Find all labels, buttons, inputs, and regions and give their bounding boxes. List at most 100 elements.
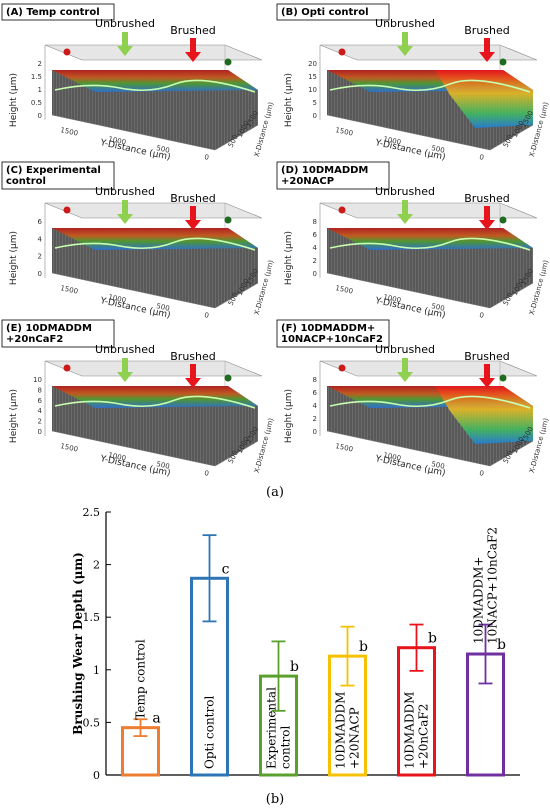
surface-top-plane	[319, 202, 538, 219]
brushed-arrow-icon	[479, 364, 495, 388]
significance-label: b	[428, 631, 437, 647]
z-tick-label: 6	[38, 397, 43, 405]
y-tick-label: 1	[93, 664, 100, 677]
box-edge	[51, 430, 216, 467]
panel-label: 10NACP+10nCaF2	[281, 334, 383, 345]
box-edge	[326, 272, 491, 309]
significance-label: b	[290, 659, 299, 675]
x-tick-label: 1000	[108, 135, 127, 147]
box-edge	[489, 282, 534, 309]
x-tick-label: 0	[479, 469, 485, 478]
brushed-arrow-icon	[479, 206, 495, 230]
brushed-label: Brushed	[170, 24, 216, 37]
brushed-label: Brushed	[464, 192, 510, 205]
z-tick-label: 0	[313, 270, 317, 278]
z-tick-label: 4	[313, 402, 318, 410]
z-axis-label: Height (μm)	[9, 389, 19, 443]
panel-label: (E) 10DMADDM	[6, 323, 92, 334]
surface-top-plane	[44, 360, 263, 377]
y-tick-label: 1.5	[83, 611, 101, 624]
x-axis-label: Y-Distance (μm)	[98, 454, 171, 479]
z-tick-label: 4	[313, 244, 318, 252]
category-label: Experimental	[265, 687, 279, 769]
category-label: control	[279, 726, 293, 769]
x-tick-label: 1500	[60, 284, 79, 296]
unbrushed-arrow-icon	[397, 32, 413, 56]
z-tick-label: 2	[38, 60, 42, 68]
brushed-region	[435, 386, 533, 444]
corner-marker-green	[499, 216, 507, 224]
x-tick-label: 500	[156, 302, 171, 313]
significance-label: b	[497, 637, 506, 653]
brushed-arrow-icon	[185, 206, 201, 230]
z-tick-label: 6	[38, 218, 43, 226]
x-axis-label: Y-Distance (μm)	[373, 296, 446, 321]
x-tick-label: 500	[431, 144, 446, 155]
box-edge	[214, 124, 259, 151]
profile-line	[329, 237, 531, 251]
z-tick-label: 2	[313, 415, 317, 423]
x-tick-label: 1000	[108, 293, 127, 305]
z-axis-label: Height (μm)	[9, 231, 19, 285]
z-tick-label: 0	[313, 112, 317, 120]
z-tick-label: 0.5	[31, 99, 42, 107]
category-label: Opti control	[203, 696, 217, 769]
x-tick-label: 500	[156, 144, 171, 155]
z-tick-label: 10	[33, 376, 42, 384]
z-tick-label: 6	[313, 389, 318, 397]
subfigure-b-label: (b)	[266, 792, 284, 807]
z-axis-label: Height (μm)	[9, 73, 19, 127]
z-axis-label: Height (μm)	[284, 73, 294, 127]
z-tick-label: 2	[38, 418, 42, 426]
category-label: 10NACP+10nCaF2	[486, 527, 500, 644]
panel-label: (F) 10DMADDM+	[281, 323, 375, 334]
panel-label: (C) Experimental	[6, 165, 101, 176]
brushed-label: Brushed	[464, 350, 510, 363]
category-label: 10DMADDM	[403, 692, 417, 769]
x-tick-label: 1000	[383, 293, 402, 305]
box-edge	[214, 282, 259, 309]
unbrushed-arrow-icon	[117, 32, 133, 56]
z-tick-label: 4	[38, 407, 43, 415]
surface-panel-3: (D) 10DMADDM+20NACP Unbrushed Brushed Heigh…	[276, 161, 550, 321]
z-tick-label: 1.5	[31, 73, 42, 81]
surface-top-plane	[319, 360, 538, 377]
panel-label-box	[276, 161, 390, 190]
panel-label: +20nCaF2	[6, 334, 63, 345]
x-tick-label: 1000	[383, 135, 402, 147]
brushed-arrow-icon	[185, 38, 201, 62]
profile-line	[54, 79, 256, 93]
corner-marker-green	[499, 374, 507, 382]
panel-label: +20NACP	[281, 176, 334, 187]
profile-line	[54, 237, 256, 251]
brushed-label: Brushed	[170, 192, 216, 205]
x-tick-label: 0	[204, 469, 210, 478]
z-tick-label: 20	[308, 60, 317, 68]
category-label: +20NACP	[348, 707, 362, 769]
z-tick-label: 6	[313, 231, 318, 239]
x-tick-label: 0	[479, 311, 485, 320]
category-label: +20nCaF2	[417, 704, 431, 769]
surface-top-plane	[44, 44, 263, 61]
corner-marker-red	[338, 206, 346, 214]
category-label: Temp control	[134, 639, 148, 720]
unbrushed-label: Unbrushed	[95, 343, 155, 356]
panel-label-box	[276, 319, 390, 348]
brushed-region	[435, 70, 533, 128]
box-edge	[51, 114, 216, 151]
bar-chart: 0 0.5 1 1.5 2 2.5 Brushing Wear Depth (μm) a Tem…	[71, 506, 520, 782]
panel-label: (B) Opti control	[281, 7, 369, 18]
box-edge	[214, 440, 259, 467]
z-tick-label: 15	[308, 73, 317, 81]
category-label: 10DMADDM	[334, 692, 348, 769]
y-axis-title: Brushing Wear Depth (μm)	[71, 552, 85, 735]
unbrushed-label: Unbrushed	[95, 185, 155, 198]
x-tick-label: 0	[204, 311, 210, 320]
profile-line	[329, 395, 531, 409]
z-tick-label: 0	[38, 270, 42, 278]
corner-marker-red	[63, 364, 71, 372]
